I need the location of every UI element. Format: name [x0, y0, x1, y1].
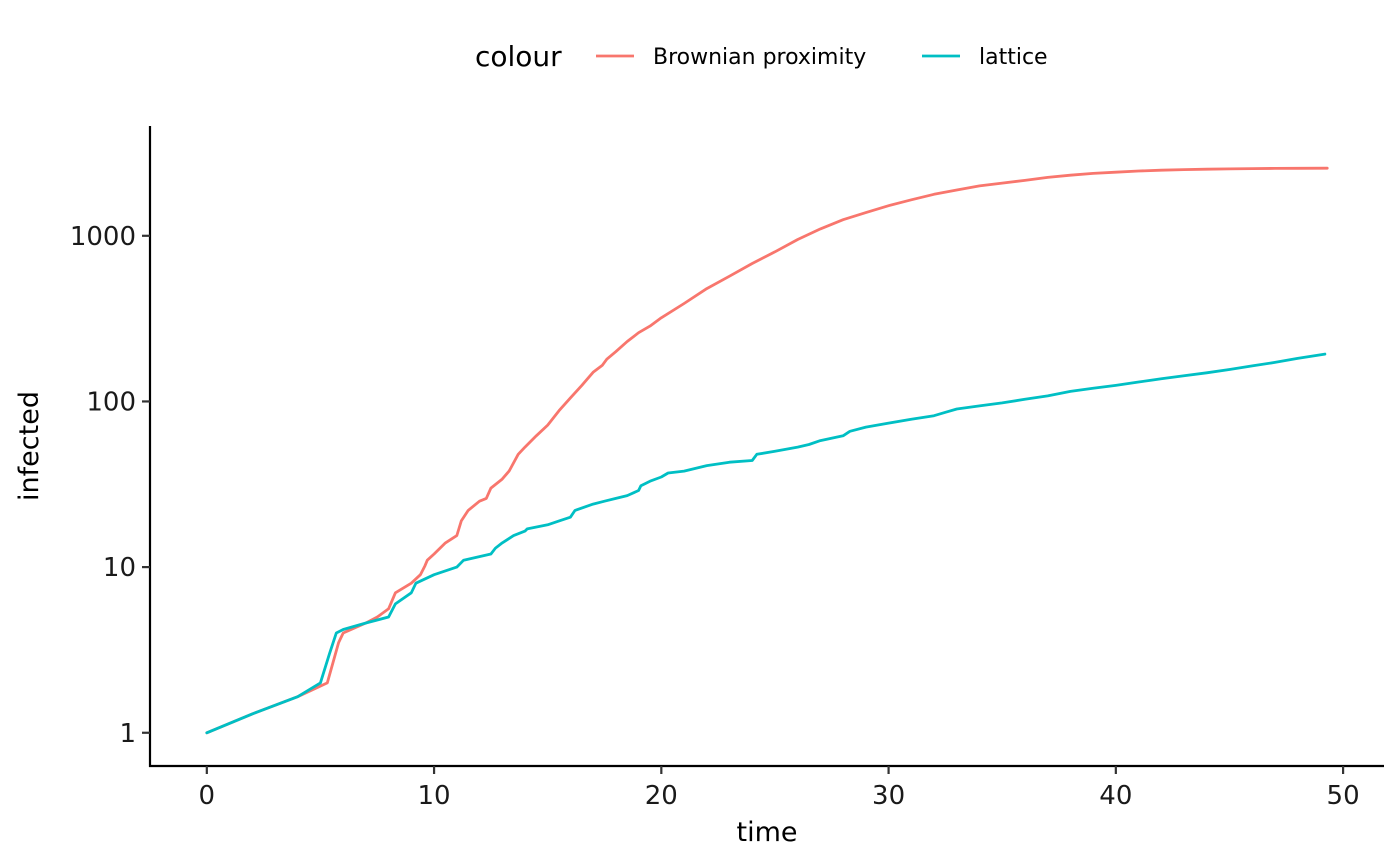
legend-label-brownian: Brownian proximity: [653, 45, 866, 70]
y-axis-title: infected: [14, 391, 45, 501]
x-tick-label: 50: [1327, 781, 1360, 811]
x-tick-label: 0: [199, 781, 216, 811]
series-line-brownian-proximity: [205, 166, 1329, 735]
series-layer: [205, 166, 1329, 735]
series-line-lattice: [205, 352, 1327, 735]
x-tick-label: 40: [1099, 781, 1132, 811]
y-axis-ticks: 1 10 100 1000: [70, 222, 150, 749]
x-axis-ticks: 0 10 20 30 40 50: [199, 766, 1360, 811]
y-tick-label: 1: [119, 719, 136, 749]
y-tick-label: 1000: [70, 222, 136, 252]
x-tick-label: 20: [645, 781, 678, 811]
y-tick-label: 10: [103, 553, 136, 583]
legend: colour Brownian proximity lattice: [475, 40, 1048, 73]
y-tick-label: 100: [86, 387, 136, 417]
x-axis-title: time: [736, 817, 797, 848]
legend-title: colour: [475, 40, 562, 73]
legend-label-lattice: lattice: [979, 45, 1048, 70]
x-tick-label: 30: [872, 781, 905, 811]
plot-area: 0 10 20 30 40 50 1 10 100 1000: [70, 126, 1384, 811]
x-tick-label: 10: [418, 781, 451, 811]
